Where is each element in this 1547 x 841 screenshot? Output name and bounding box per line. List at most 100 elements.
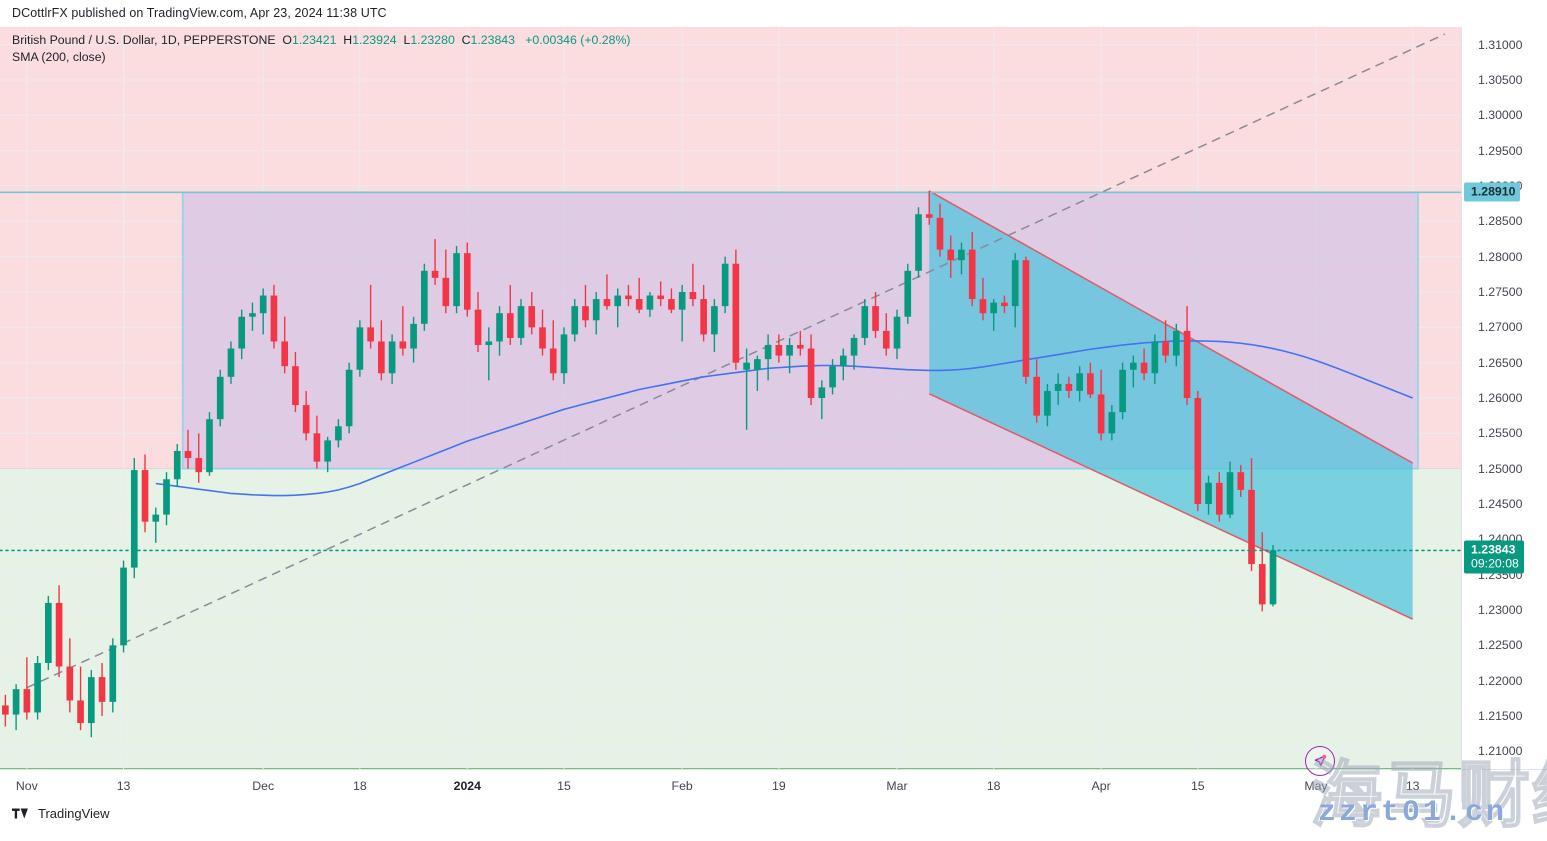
candle <box>421 263 428 331</box>
candle-body <box>1097 394 1105 434</box>
candle <box>378 320 385 381</box>
candle-body <box>968 249 976 300</box>
candle <box>1076 366 1083 402</box>
candle-body <box>829 366 836 388</box>
candle <box>66 638 74 713</box>
time-scale-corner <box>1461 769 1547 802</box>
candle <box>206 412 213 476</box>
candle-body <box>55 602 63 667</box>
overlay-descending-channel <box>929 190 1413 620</box>
candle <box>582 284 589 328</box>
candle <box>1033 359 1040 423</box>
candle-body <box>485 341 493 345</box>
candle <box>474 292 482 353</box>
candle <box>506 284 514 345</box>
candle <box>431 239 439 285</box>
candle <box>141 454 149 533</box>
candle <box>281 316 289 374</box>
candle <box>689 263 697 307</box>
navigation-arrow-icon <box>1314 754 1327 767</box>
candle <box>496 306 503 356</box>
candle-body <box>506 313 514 338</box>
candle-body <box>700 299 707 335</box>
time-tick: Dec <box>252 779 275 793</box>
candle-body <box>1087 373 1094 395</box>
candle <box>442 249 450 314</box>
candle <box>1054 373 1062 406</box>
candle-body <box>882 330 890 349</box>
candle-body <box>2 705 9 715</box>
candle <box>410 316 417 363</box>
candle-body <box>657 295 665 300</box>
bar-countdown: 09:20:08 <box>1471 556 1519 571</box>
candle <box>1248 458 1255 572</box>
candle-body <box>66 666 74 701</box>
candle-body <box>936 217 944 250</box>
price-scale[interactable]: 1.310001.305001.300001.295001.290001.285… <box>1461 27 1547 769</box>
candle-body <box>410 323 417 349</box>
candle <box>367 284 374 349</box>
candle-body <box>23 689 31 713</box>
candle <box>678 284 686 342</box>
candle <box>292 352 299 413</box>
candle <box>324 436 331 473</box>
candle-body <box>12 689 20 715</box>
candle <box>560 327 568 384</box>
candle <box>356 320 364 377</box>
time-tick: 13 <box>1405 779 1420 793</box>
candle <box>335 419 342 448</box>
time-tick: 18 <box>353 779 367 793</box>
candle <box>807 334 815 406</box>
candle <box>184 429 192 469</box>
candle <box>947 235 955 278</box>
candle-body <box>141 470 149 522</box>
candle <box>990 299 998 331</box>
candle <box>12 684 20 731</box>
candle <box>1172 323 1180 367</box>
candle <box>1011 253 1019 328</box>
candle <box>818 380 826 420</box>
candle <box>625 284 632 307</box>
chart-pane[interactable] <box>0 27 1461 769</box>
candle-body <box>754 359 761 370</box>
candle-body <box>721 263 729 307</box>
candle-body <box>592 299 600 321</box>
price-tick: 1.22000 <box>1478 673 1523 688</box>
candle-body <box>775 345 783 356</box>
time-tick: Nov <box>15 779 38 793</box>
time-scale[interactable]: Nov 13 Dec 18 2024 15 Feb 19 Mar 18 Apr 15 May 13 <box>0 769 1461 802</box>
candle-body <box>1065 383 1073 391</box>
candle <box>936 203 944 257</box>
price-tick: 1.26500 <box>1478 355 1523 370</box>
candle-body <box>764 345 772 360</box>
time-tick: May <box>1304 779 1328 793</box>
candle <box>1183 306 1191 406</box>
time-tick: 2024 <box>453 779 481 793</box>
candle <box>216 369 224 427</box>
candle <box>732 249 740 370</box>
candle-body <box>496 313 503 342</box>
current-price-badge[interactable]: 1.23843 09:20:08 <box>1464 540 1524 574</box>
candle <box>453 246 460 314</box>
candle <box>711 299 718 353</box>
candle-body <box>356 327 364 370</box>
candle-body <box>796 345 804 349</box>
candle <box>195 433 203 483</box>
candle-body <box>839 355 847 367</box>
candle-body <box>1022 260 1030 377</box>
candle-body <box>1194 398 1202 504</box>
candle <box>882 313 890 356</box>
candle <box>87 670 95 738</box>
candle-body <box>571 306 579 335</box>
resistance-price-badge[interactable]: 1.28910 <box>1464 182 1521 202</box>
candle-body <box>818 387 826 398</box>
candle-body <box>1119 369 1126 413</box>
candle <box>1044 383 1051 427</box>
navigate-to-realtime-button[interactable] <box>1305 746 1335 776</box>
candle-body <box>453 253 460 307</box>
candle-body <box>915 214 922 271</box>
time-tick: Mar <box>886 779 908 793</box>
candle-body <box>678 292 686 310</box>
candle-body <box>1033 376 1040 416</box>
